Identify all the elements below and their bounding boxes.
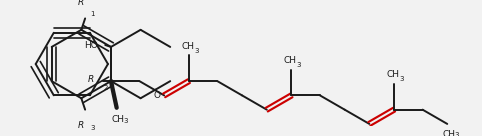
Text: 3: 3	[399, 76, 404, 82]
Text: CH: CH	[284, 56, 297, 65]
Text: 3: 3	[123, 118, 128, 124]
Text: CH: CH	[111, 115, 124, 124]
Text: 3: 3	[194, 48, 199, 54]
Text: 2: 2	[103, 85, 108, 91]
Text: R: R	[78, 0, 84, 7]
Text: R: R	[88, 75, 94, 84]
Text: CH: CH	[387, 70, 400, 79]
Text: 3: 3	[455, 132, 459, 136]
Text: CH: CH	[181, 42, 194, 51]
Text: O: O	[154, 91, 161, 100]
Text: 1: 1	[90, 11, 94, 17]
Text: 3: 3	[297, 62, 301, 68]
Text: CH: CH	[442, 130, 455, 136]
Text: R: R	[78, 121, 84, 130]
Text: HO: HO	[84, 41, 98, 50]
Text: 3: 3	[91, 125, 95, 131]
